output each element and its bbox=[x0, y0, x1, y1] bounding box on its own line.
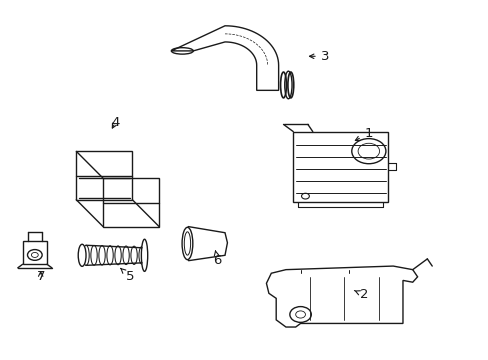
Text: 5: 5 bbox=[121, 268, 134, 283]
Text: 1: 1 bbox=[355, 127, 372, 140]
Text: 4: 4 bbox=[111, 116, 119, 129]
Text: 3: 3 bbox=[309, 50, 328, 63]
Text: 2: 2 bbox=[354, 288, 367, 301]
Text: 7: 7 bbox=[36, 270, 45, 283]
Ellipse shape bbox=[78, 244, 86, 266]
Text: 6: 6 bbox=[213, 251, 222, 267]
Ellipse shape bbox=[182, 227, 192, 260]
Ellipse shape bbox=[141, 239, 147, 271]
